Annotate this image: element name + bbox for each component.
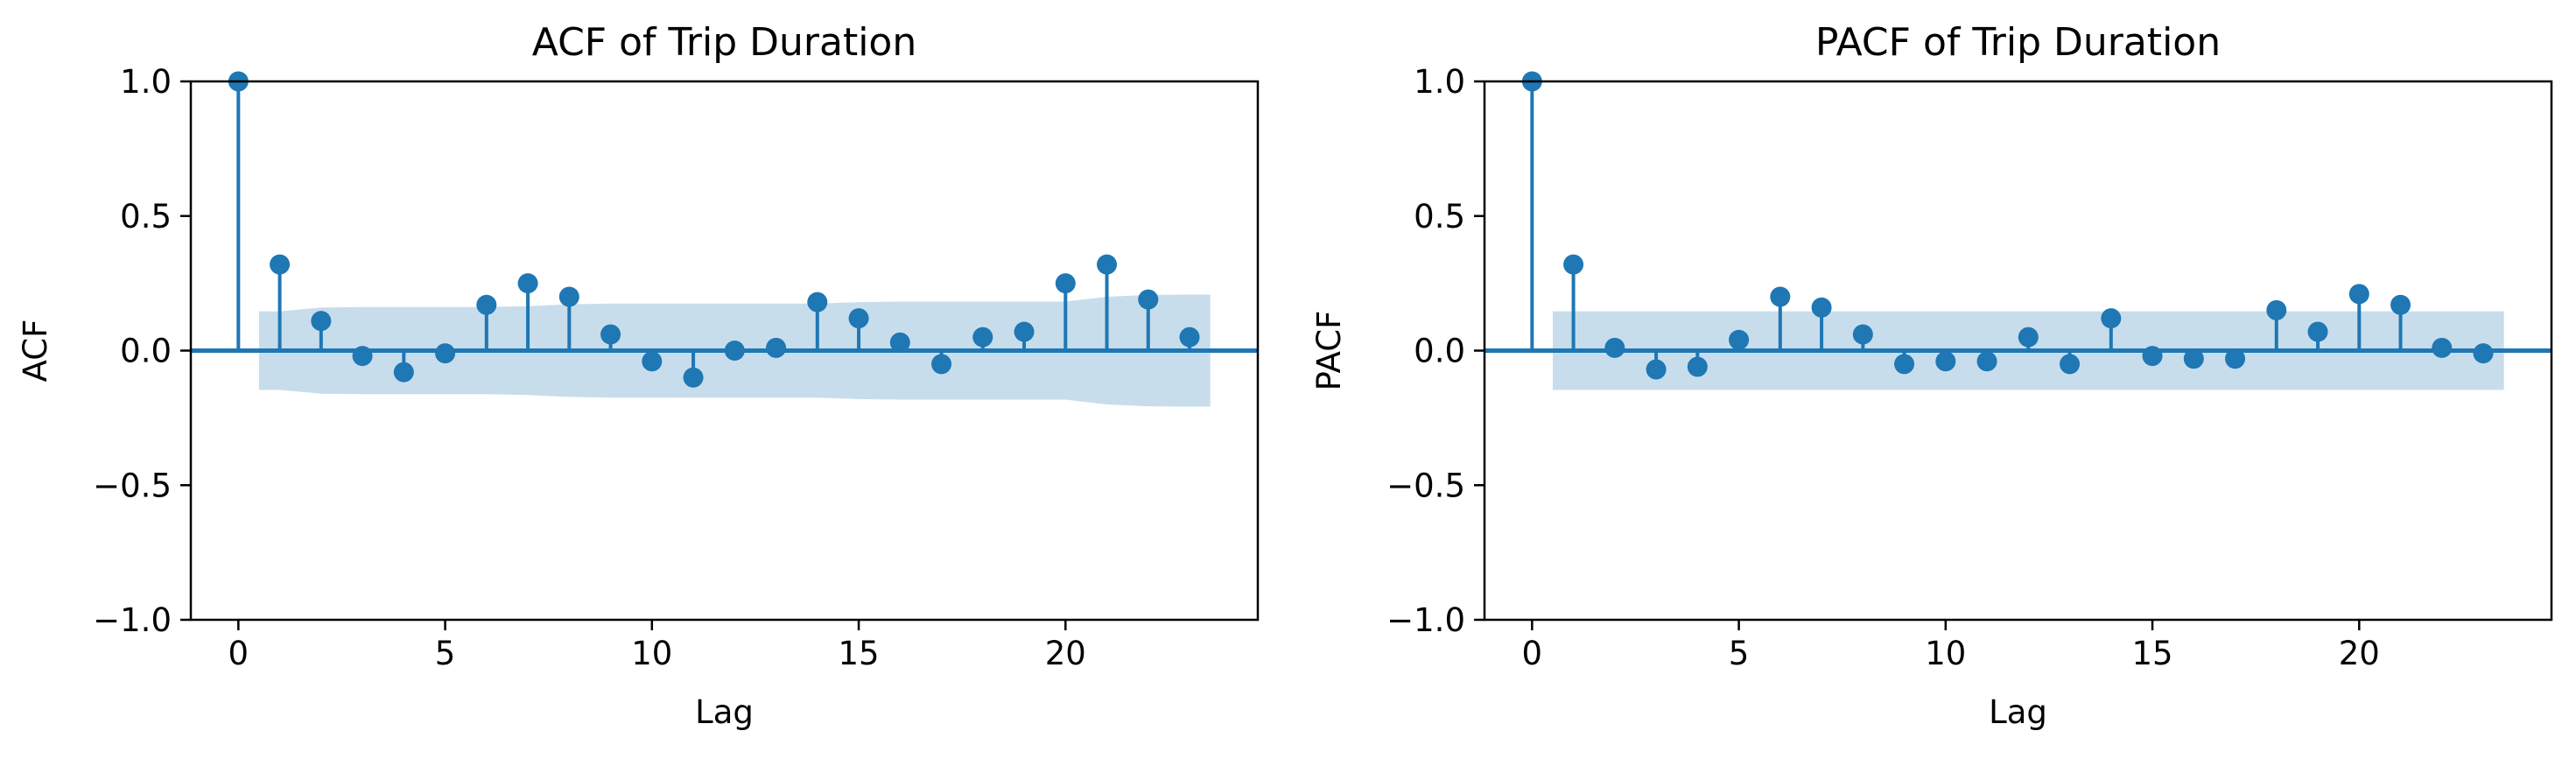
marker-lag-17 xyxy=(931,354,952,375)
marker-lag-21 xyxy=(1097,254,1118,275)
x-tick-label: 5 xyxy=(435,635,456,672)
marker-lag-17 xyxy=(2225,348,2246,369)
x-tick-label: 20 xyxy=(2339,635,2380,672)
marker-lag-22 xyxy=(2432,337,2453,358)
chart-title: PACF of Trip Duration xyxy=(1815,20,2221,65)
marker-lag-11 xyxy=(1976,351,1997,372)
marker-lag-1 xyxy=(1563,254,1584,275)
marker-lag-14 xyxy=(807,292,828,313)
x-tick-label: 5 xyxy=(1729,635,1750,672)
marker-lag-7 xyxy=(1811,297,1832,318)
y-tick-label: 0.0 xyxy=(1414,333,1465,370)
marker-lag-6 xyxy=(1770,286,1791,307)
y-tick-label: 0.5 xyxy=(120,198,172,235)
x-tick-label: 0 xyxy=(228,635,249,672)
marker-lag-23 xyxy=(1179,327,1200,348)
y-tick-label: 1.0 xyxy=(120,63,172,101)
marker-lag-15 xyxy=(848,308,869,329)
marker-lag-2 xyxy=(1604,337,1625,358)
y-axis-label: PACF xyxy=(1310,311,1348,391)
y-tick-label: 0.0 xyxy=(120,333,172,370)
marker-lag-19 xyxy=(2307,321,2328,342)
marker-lag-16 xyxy=(2183,348,2204,369)
x-axis-label: Lag xyxy=(1989,693,2047,731)
marker-lag-14 xyxy=(2101,308,2122,329)
marker-lag-22 xyxy=(1138,289,1159,310)
marker-lag-18 xyxy=(2266,299,2287,320)
marker-lag-13 xyxy=(2060,354,2081,375)
marker-lag-4 xyxy=(1687,356,1708,377)
y-tick-label: 1.0 xyxy=(1414,63,1465,101)
x-tick-label: 10 xyxy=(1925,635,1966,672)
marker-lag-18 xyxy=(972,327,993,348)
marker-lag-19 xyxy=(1014,321,1035,342)
y-tick-label: −0.5 xyxy=(1386,467,1465,504)
y-tick-label: −1.0 xyxy=(1386,601,1465,639)
marker-lag-20 xyxy=(2348,284,2369,305)
marker-lag-13 xyxy=(766,337,787,358)
marker-lag-4 xyxy=(393,362,414,383)
marker-lag-15 xyxy=(2142,346,2163,367)
marker-lag-7 xyxy=(517,273,538,294)
x-axis-label: Lag xyxy=(695,693,754,731)
marker-lag-10 xyxy=(642,351,663,372)
marker-lag-9 xyxy=(1894,354,1915,375)
marker-lag-11 xyxy=(683,367,704,388)
x-tick-label: 15 xyxy=(2132,635,2173,672)
marker-lag-1 xyxy=(270,254,291,275)
marker-lag-9 xyxy=(600,324,621,345)
marker-lag-16 xyxy=(889,332,910,353)
subplot-acf: 0 5 10 15 20 −1.0 −0.5 0.0 0.5 1.0 ACF of Trip Dur… xyxy=(17,20,1260,731)
y-tick-label: −0.5 xyxy=(93,467,172,504)
marker-lag-5 xyxy=(1729,329,1750,350)
y-tick-label: 0.5 xyxy=(1414,198,1465,235)
marker-lag-20 xyxy=(1055,273,1076,294)
subplot-pacf: 0 5 10 15 20 −1.0 −0.5 0.0 0.5 1.0 PACF of Trip Du… xyxy=(1310,20,2553,731)
marker-lag-6 xyxy=(476,294,497,315)
marker-lag-10 xyxy=(1935,351,1956,372)
x-tick-label: 20 xyxy=(1045,635,1086,672)
chart-title: ACF of Trip Duration xyxy=(532,20,916,65)
marker-lag-21 xyxy=(2390,294,2411,315)
x-tick-label: 15 xyxy=(839,635,880,672)
marker-lag-8 xyxy=(558,286,579,307)
y-tick-label: −1.0 xyxy=(93,601,172,639)
marker-lag-12 xyxy=(2018,327,2039,348)
marker-lag-2 xyxy=(311,311,332,332)
marker-lag-8 xyxy=(1852,324,1873,345)
y-axis-label: ACF xyxy=(17,320,54,383)
marker-lag-12 xyxy=(724,341,745,361)
marker-lag-5 xyxy=(435,343,456,364)
marker-lag-3 xyxy=(352,346,373,367)
x-tick-label: 10 xyxy=(631,635,672,672)
x-tick-label: 0 xyxy=(1522,635,1543,672)
marker-lag-3 xyxy=(1646,359,1667,380)
marker-lag-23 xyxy=(2473,343,2494,364)
